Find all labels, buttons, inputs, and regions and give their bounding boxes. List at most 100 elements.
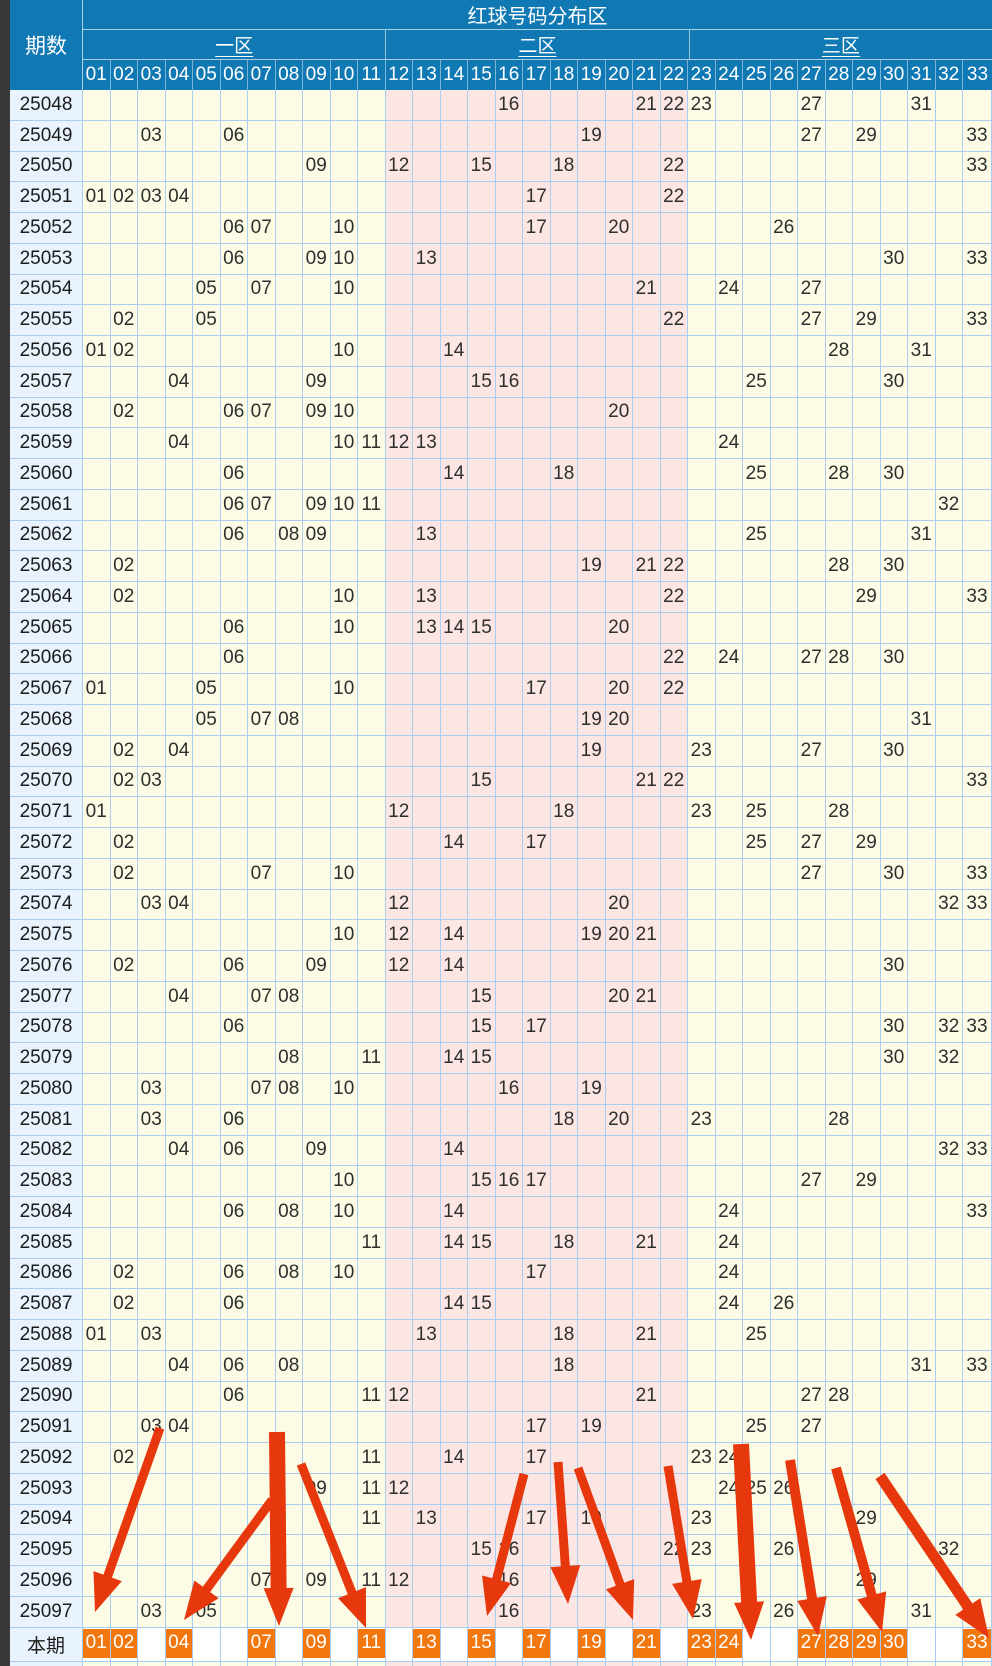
ball-cell-26 bbox=[770, 582, 798, 613]
ball-cell-30 bbox=[880, 1504, 908, 1536]
ball-cell-23 bbox=[688, 182, 716, 213]
ball-cell-10 bbox=[330, 766, 358, 798]
highlighted-ball: 23 bbox=[688, 1628, 715, 1658]
ball-cell-31 bbox=[908, 828, 936, 859]
period-label: 25053 bbox=[10, 243, 83, 275]
ball-cell-32 bbox=[935, 1258, 963, 1290]
ball-cell-04 bbox=[165, 243, 193, 275]
ball-cell-30: 30 bbox=[880, 1627, 908, 1662]
ball-cell-10: 10 bbox=[330, 674, 358, 705]
ball-cell-01 bbox=[83, 213, 111, 244]
ball-cell-21 bbox=[633, 1443, 661, 1474]
ball-cell-15 bbox=[468, 1412, 496, 1443]
ball-cell-24: 24 bbox=[715, 643, 743, 675]
ball-cell-23 bbox=[688, 213, 716, 244]
ball-cell-33 bbox=[963, 920, 992, 951]
period-label: 25063 bbox=[10, 551, 83, 582]
ball-cell-25 bbox=[743, 274, 771, 306]
ball-cell-18 bbox=[550, 1535, 578, 1566]
ball-cell-18 bbox=[550, 1289, 578, 1320]
ball-cell-15 bbox=[468, 1504, 496, 1536]
ball-cell-26 bbox=[770, 1381, 798, 1413]
ball-cell-25 bbox=[743, 1381, 771, 1413]
ball-cell-24 bbox=[715, 1135, 743, 1167]
ball-cell-14 bbox=[440, 274, 468, 306]
ball-cell-31 bbox=[908, 735, 936, 767]
ball-cell-10: 10 bbox=[330, 213, 358, 244]
ball-cell-27 bbox=[798, 889, 826, 921]
ball-cell-31 bbox=[908, 612, 936, 644]
ball-cell-23 bbox=[688, 1012, 716, 1044]
ball-cell-06: 06 bbox=[220, 520, 248, 552]
ball-cell-10 bbox=[330, 828, 358, 859]
ball-cell-02: 02 bbox=[110, 397, 138, 429]
ball-cell-28: 28 bbox=[825, 551, 853, 582]
ball-cell-12: 12 bbox=[385, 1381, 413, 1413]
zone-header-2[interactable]: 二区 bbox=[386, 30, 690, 59]
ball-cell-20 bbox=[605, 1504, 633, 1536]
period-row-25092: 25092 02 11 14 17 23 24 bbox=[10, 1443, 992, 1474]
ball-cell-07: 07 bbox=[248, 858, 276, 890]
ball-cell-04 bbox=[165, 1197, 193, 1228]
ball-cell-21 bbox=[633, 120, 661, 152]
ball-cell-29 bbox=[853, 366, 881, 398]
ball-cell-17 bbox=[523, 612, 551, 644]
ball-cell-16 bbox=[495, 674, 523, 705]
ball-cell-10 bbox=[330, 120, 358, 152]
ball-cell-25 bbox=[743, 1104, 771, 1136]
ball-cell-29 bbox=[853, 489, 881, 521]
ball-cell-08 bbox=[275, 735, 303, 767]
ball-cell-07 bbox=[248, 1661, 276, 1666]
ball-cell-24 bbox=[715, 520, 743, 552]
ball-cell-30 bbox=[880, 582, 908, 613]
ball-cell-16 bbox=[495, 920, 523, 951]
ball-cell-10: 10 bbox=[330, 612, 358, 644]
ball-cell-07: 07 bbox=[248, 397, 276, 429]
ball-cell-20 bbox=[605, 1473, 633, 1505]
ball-cell-12 bbox=[385, 1350, 413, 1382]
ball-cell-12 bbox=[385, 1074, 413, 1105]
ball-cell-21: 21 bbox=[633, 1227, 661, 1259]
ball-cell-10 bbox=[330, 1381, 358, 1413]
ball-cell-06: 06 bbox=[220, 120, 248, 152]
ball-cell-33 bbox=[963, 1535, 992, 1566]
period-row-25052: 25052 06 07 10 17 20 26 bbox=[10, 213, 992, 244]
ball-cell-09 bbox=[303, 735, 331, 767]
ball-cell-06: 06 bbox=[220, 213, 248, 244]
period-label: 25052 bbox=[10, 213, 83, 244]
ball-cell-26 bbox=[770, 612, 798, 644]
ball-cell-28 bbox=[825, 1473, 853, 1505]
zone-header-3[interactable]: 三区 bbox=[821, 36, 860, 57]
ball-cell-02: 02 bbox=[110, 1258, 138, 1290]
ball-cell-30 bbox=[880, 1258, 908, 1290]
ball-cell-03 bbox=[138, 1443, 166, 1474]
zone-header-1[interactable]: 一区 bbox=[83, 30, 387, 59]
ball-cell-13 bbox=[413, 397, 441, 429]
ball-cell-28 bbox=[825, 1043, 853, 1074]
ball-cell-11 bbox=[358, 120, 386, 152]
ball-cell-22: 22 bbox=[660, 182, 688, 213]
ball-cell-30 bbox=[880, 182, 908, 213]
ball-cell-13 bbox=[413, 551, 441, 582]
ball-cell-12 bbox=[385, 459, 413, 490]
ball-cell-16 bbox=[495, 889, 523, 921]
period-row-25074: 25074 03 04 12 20 32 33 bbox=[10, 889, 992, 921]
ball-cell-13 bbox=[413, 735, 441, 767]
ball-cell-07 bbox=[248, 889, 276, 921]
ball-cell-26 bbox=[770, 305, 798, 336]
ball-cell-11: 11 bbox=[358, 1443, 386, 1474]
ball-cell-33 bbox=[963, 1258, 992, 1290]
ball-cell-27: 27 bbox=[798, 120, 826, 152]
ball-cell-11 bbox=[358, 397, 386, 429]
period-label: 25078 bbox=[10, 1012, 83, 1044]
ball-cell-07 bbox=[248, 674, 276, 705]
ball-cell-25 bbox=[743, 120, 771, 152]
ball-cell-20 bbox=[605, 90, 633, 121]
ball-cell-20 bbox=[605, 1566, 633, 1597]
ball-cell-23 bbox=[688, 1661, 716, 1666]
ball-cell-26 bbox=[770, 90, 798, 121]
column-header-24: 24 bbox=[716, 60, 743, 90]
ball-cell-04: 04 bbox=[165, 1412, 193, 1443]
ball-cell-14 bbox=[440, 1258, 468, 1290]
ball-cell-01 bbox=[83, 151, 111, 183]
